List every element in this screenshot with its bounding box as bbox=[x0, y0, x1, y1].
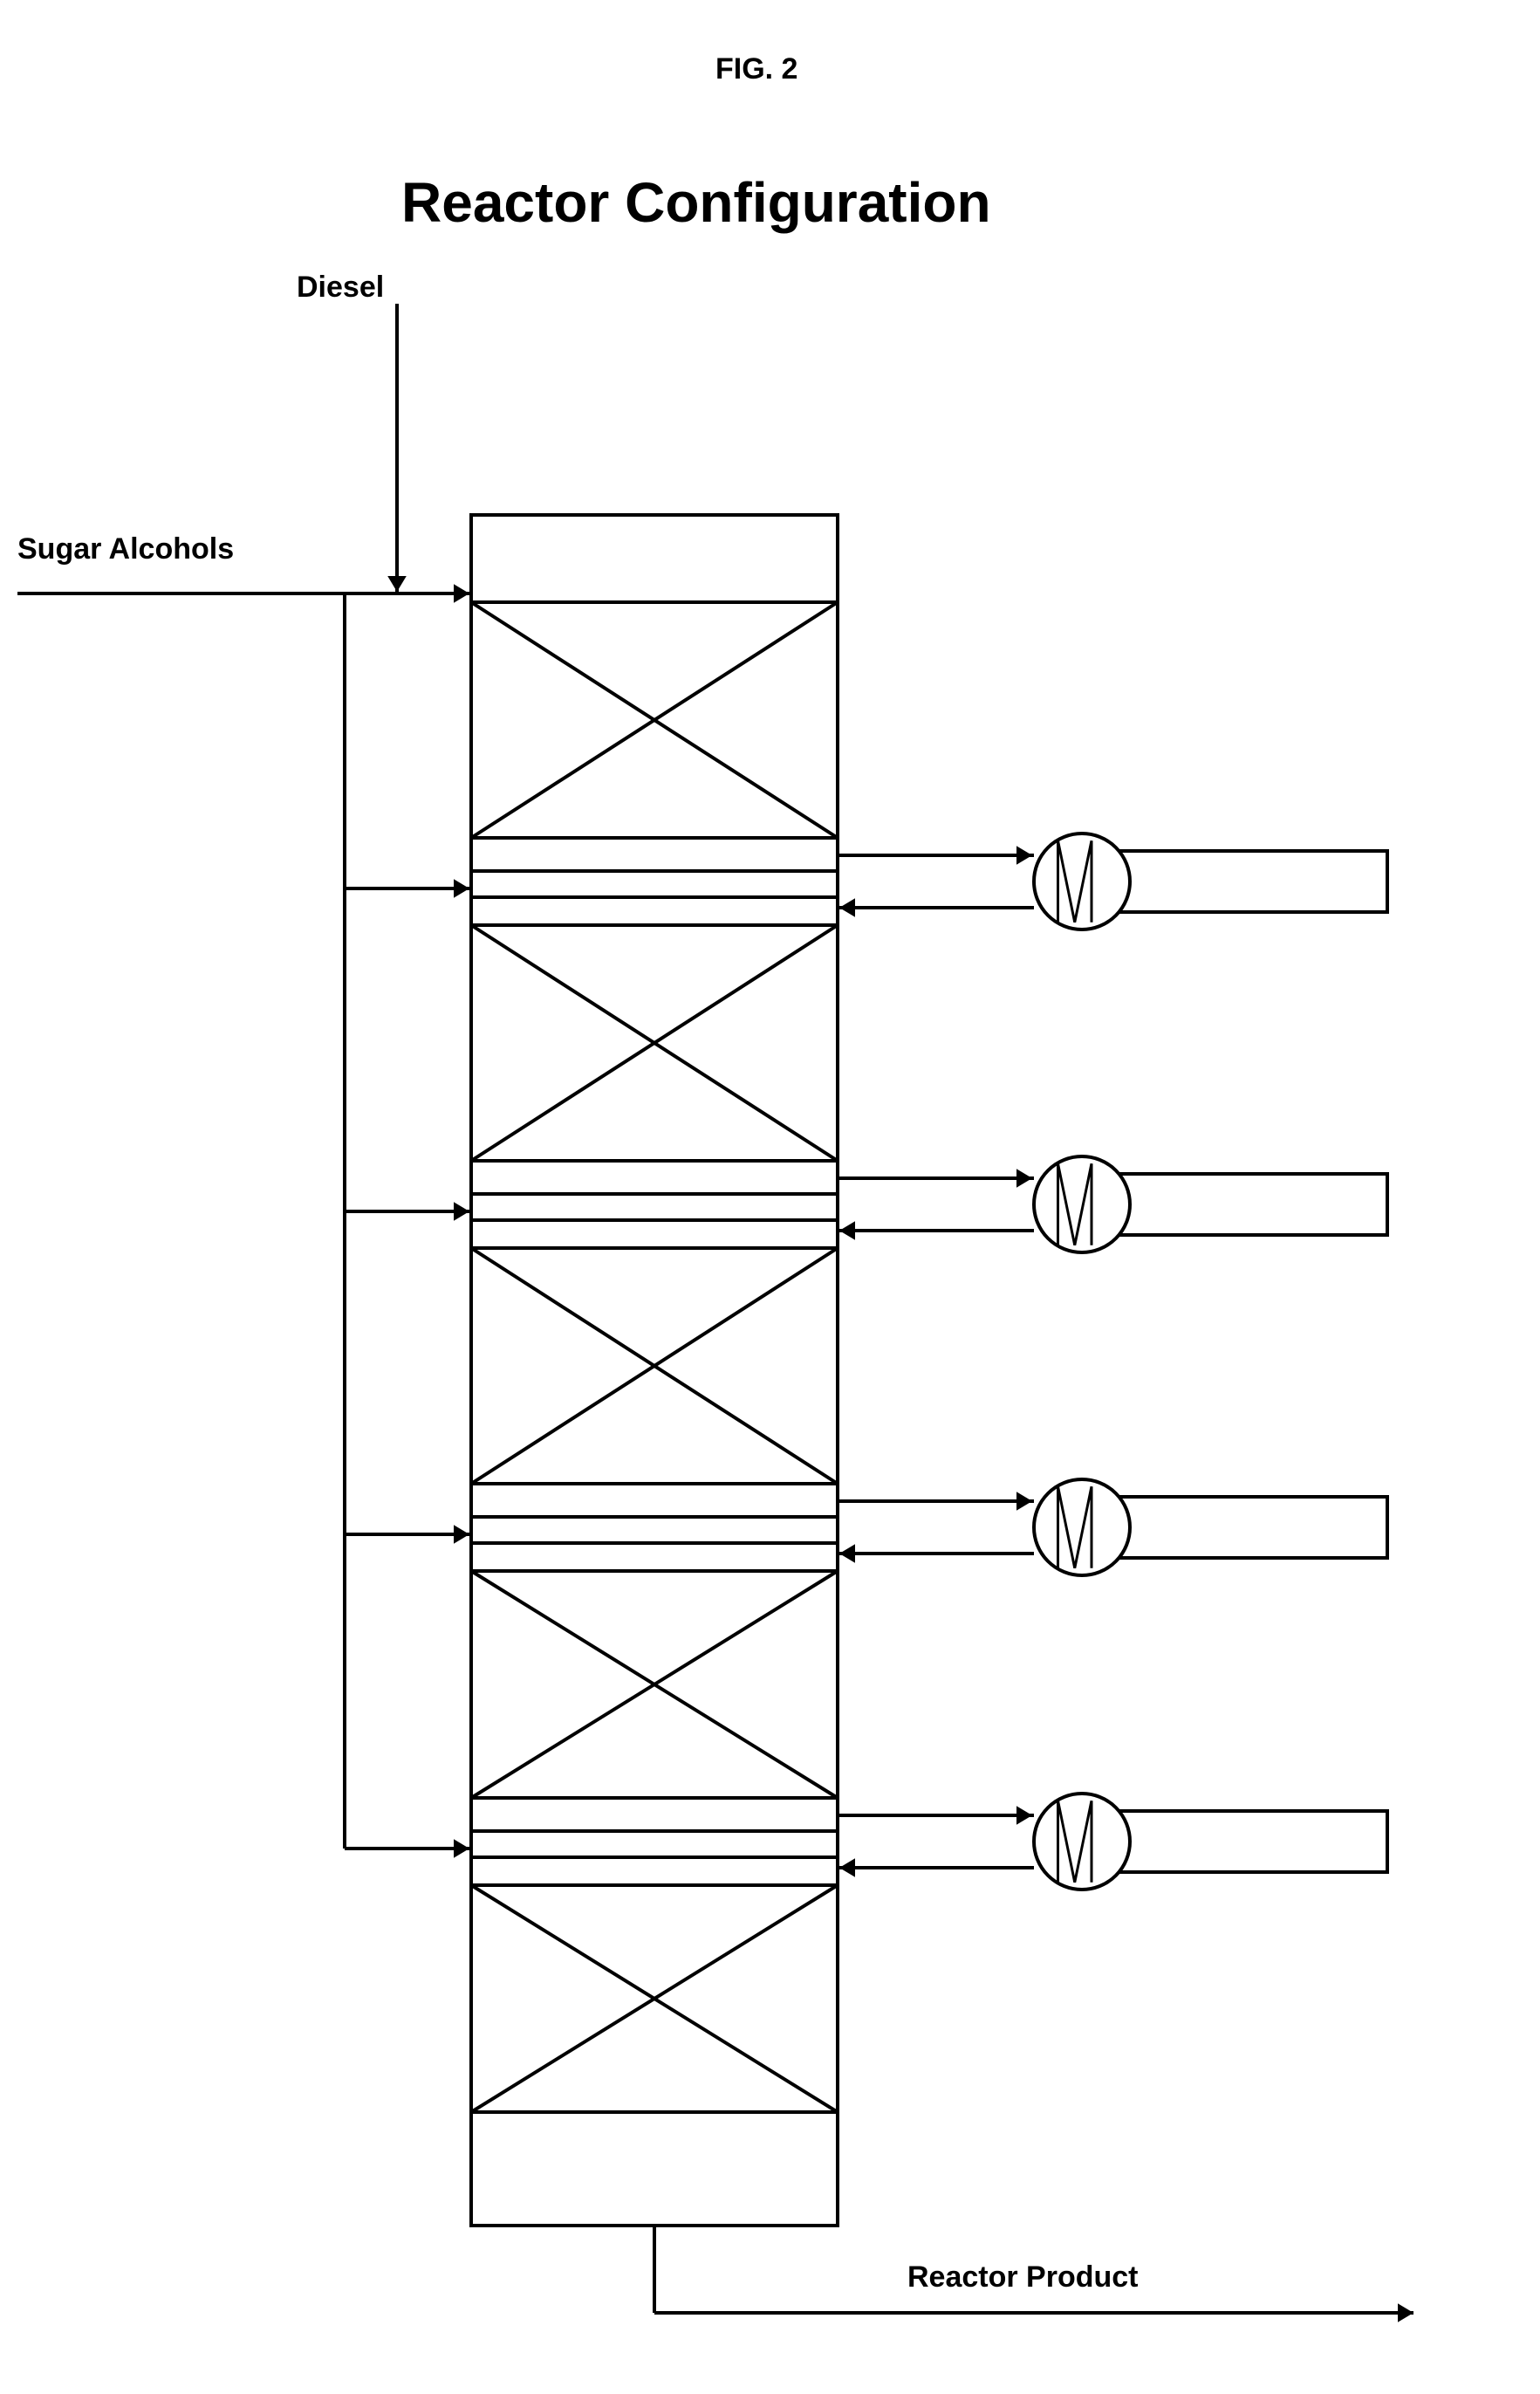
reactor-diagram bbox=[0, 0, 1540, 2394]
page: FIG. 2 Reactor Configuration Diesel Suga… bbox=[0, 0, 1540, 2394]
